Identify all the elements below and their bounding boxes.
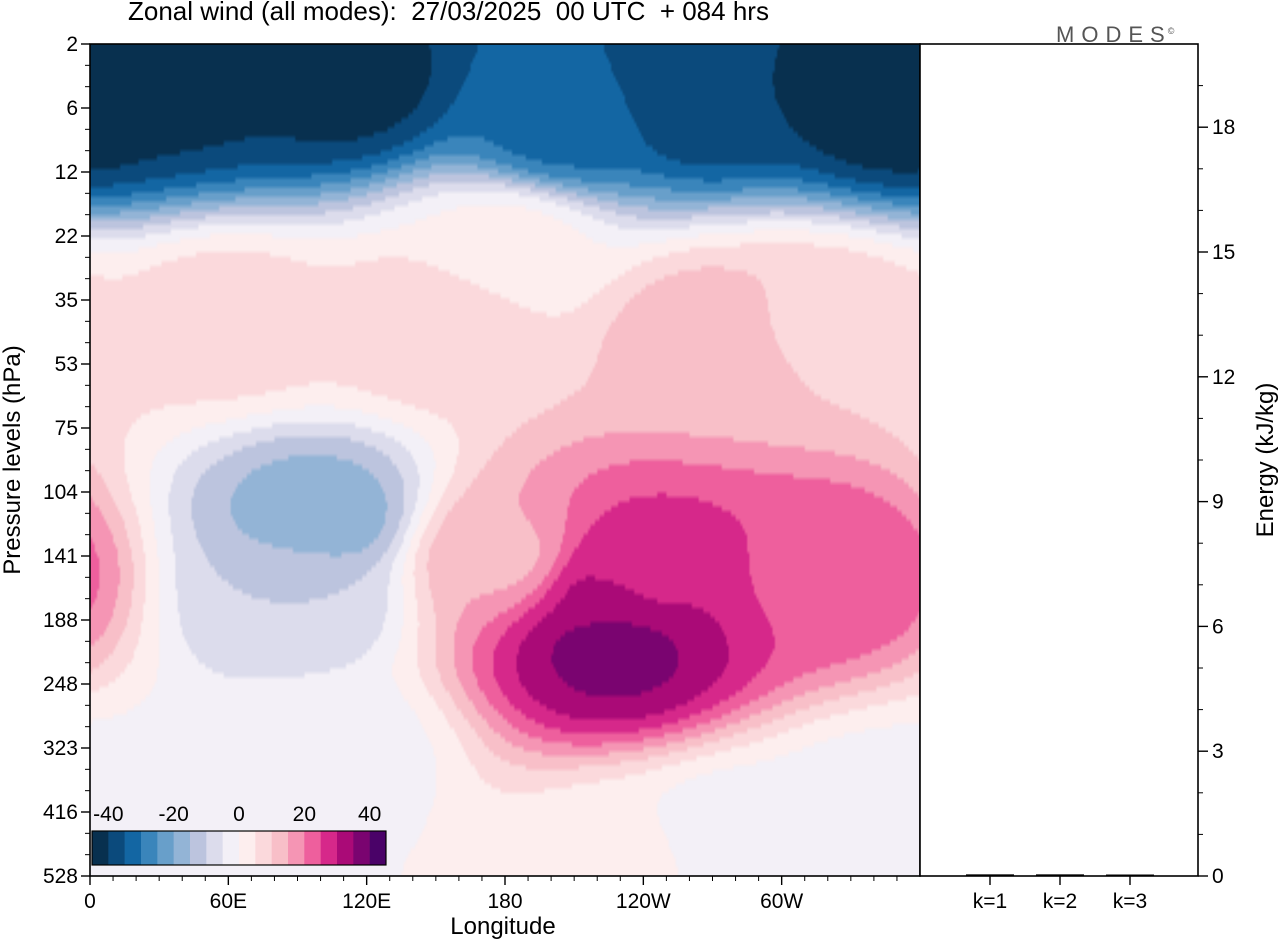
energy-panel-frame: [919, 43, 1199, 877]
pressure-tick-label: 104: [43, 481, 78, 504]
chart-title: Zonal wind (all modes): 27/03/2025 00 UT…: [128, 0, 769, 26]
brand-mark: ©: [1167, 25, 1175, 36]
pressure-tick-label: 2: [66, 33, 78, 56]
colorbar-swatch: [320, 831, 338, 865]
colorbar-swatch: [124, 831, 142, 865]
pressure-tick-label: 188: [43, 609, 78, 632]
wind-field-image: [90, 44, 920, 876]
energy-tick-label: 0: [1212, 865, 1224, 888]
colorbar-swatch: [92, 831, 109, 865]
longitude-tick-label: 120W: [616, 890, 671, 913]
mode-tick-label: k=1: [973, 890, 1007, 913]
longitude-tick-label: 180: [487, 890, 522, 913]
colorbar-tick-label: 40: [358, 803, 381, 826]
colorbar-swatch: [108, 831, 125, 865]
longitude-tick-label: 60W: [760, 890, 803, 913]
colorbar-tick-label: -20: [158, 803, 188, 826]
energy-bar: [1106, 874, 1154, 876]
mode-tick-label: k=2: [1043, 890, 1077, 913]
colorbar-outline: [91, 830, 387, 866]
energy-tick-label: 12: [1212, 366, 1235, 389]
pressure-tick-label: 323: [43, 737, 78, 760]
energy-tick-label: 9: [1212, 491, 1224, 514]
pressure-tick-label: 528: [43, 865, 78, 888]
pressure-tick-label: 416: [43, 801, 78, 824]
y-axis-title: Pressure levels (hPa): [0, 345, 26, 574]
brand-logo: MODES©: [1056, 22, 1174, 48]
colorbar-swatch: [239, 831, 256, 865]
colorbar-tick-label: -40: [93, 803, 123, 826]
energy-tick-label: 6: [1212, 615, 1224, 638]
colorbar-swatch: [157, 831, 174, 865]
pressure-tick-label: 12: [55, 161, 78, 184]
colorbar-swatch: [288, 831, 305, 865]
wind-heatmap: [90, 44, 920, 876]
energy-bar: [966, 874, 1014, 876]
colorbar-tick-label: 0: [233, 803, 245, 826]
colorbar-swatch: [337, 831, 354, 865]
colorbar-swatch: [173, 831, 191, 865]
energy-tick-label: 15: [1212, 241, 1235, 264]
colorbar-swatch: [222, 831, 240, 865]
colorbar-swatch: [255, 831, 272, 865]
mode-tick-label: k=3: [1113, 890, 1147, 913]
pressure-tick-label: 141: [43, 545, 78, 568]
colorbar-tick-label: 20: [293, 803, 316, 826]
energy-bar: [1036, 874, 1084, 876]
pressure-tick-label: 22: [55, 225, 78, 248]
colorbar-swatch: [206, 831, 223, 865]
colorbar: -40 -20 0 20 40: [91, 803, 387, 866]
longitude-tick-label: 0: [84, 890, 96, 913]
pressure-tick-label: 248: [43, 673, 78, 696]
brand-name: MODES: [1056, 22, 1172, 47]
colorbar-swatch: [190, 831, 207, 865]
colorbar-swatch: [353, 831, 370, 865]
longitude-tick-label: 120E: [342, 890, 391, 913]
energy-tick-label: 3: [1212, 740, 1224, 763]
x-axis-title: Longitude: [450, 913, 555, 940]
pressure-tick-label: 6: [66, 97, 78, 120]
colorbar-swatch: [271, 831, 289, 865]
pressure-tick-label: 53: [55, 353, 78, 376]
colorbar-swatch: [141, 831, 158, 865]
longitude-axis: 0 60E 120E 180 120W 60W: [84, 876, 898, 913]
energy-tick-label: 18: [1212, 116, 1235, 139]
pressure-tick-label: 75: [55, 417, 78, 440]
energy-bars: 0 3 6 9 12 15 18 k=1 k=2 k=3: [966, 85, 1235, 913]
pressure-axis: 2 6 12 22 35 53 75 104 141 188 248 323 416 528: [43, 33, 90, 888]
pressure-tick-label: 35: [55, 289, 78, 312]
energy-axis-title: Energy (kJ/kg): [1252, 383, 1279, 538]
longitude-tick-label: 60E: [210, 890, 247, 913]
colorbar-swatch: [369, 831, 387, 865]
colorbar-swatch: [304, 831, 321, 865]
